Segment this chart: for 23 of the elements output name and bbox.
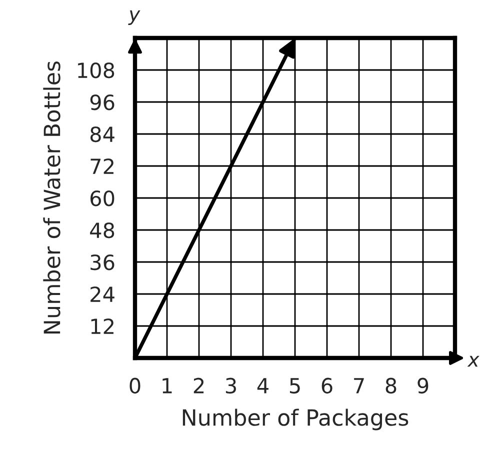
x-tick-label: 7 (354, 378, 364, 394)
x-tick-label: 8 (386, 378, 396, 394)
text: x (467, 356, 480, 367)
y-tick-label: 96 (90, 94, 114, 110)
y-tick-label: 36 (90, 254, 114, 270)
y-tick-label: 60 (90, 190, 114, 206)
text: y (128, 10, 140, 26)
x-tick-label: 4 (257, 378, 268, 394)
x-tick-label: 6 (322, 378, 332, 394)
y-tick-label: 84 (90, 126, 114, 142)
x-axis-title: Number of Packages (182, 408, 408, 430)
x-tick-label: 0 (130, 378, 140, 394)
x-tick-label: 5 (290, 378, 300, 394)
y-tick-label: 24 (90, 286, 114, 302)
y-tick-label: 72 (90, 158, 114, 174)
x-tick-label: 3 (226, 378, 236, 394)
x-tick-label: 1 (162, 378, 172, 394)
x-tick-label: 2 (194, 378, 204, 394)
y-axis-title: Number of Water Bottles (43, 61, 60, 334)
y-tick-label: 48 (90, 222, 114, 238)
y-tick-label: 12 (91, 318, 114, 334)
y-tick-label: 108 (78, 62, 114, 78)
x-tick-label: 9 (418, 378, 428, 394)
